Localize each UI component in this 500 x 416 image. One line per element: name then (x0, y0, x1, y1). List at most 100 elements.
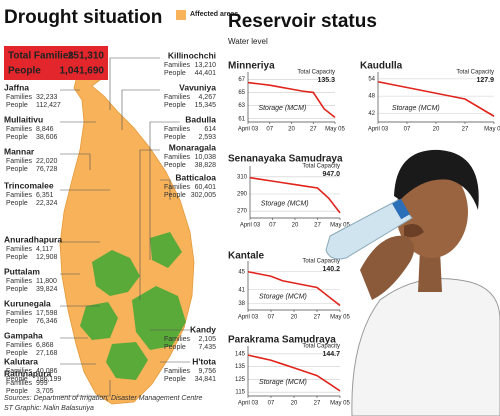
district-row-value: 22,020 (36, 158, 58, 165)
capacity-value: 144.7 (322, 351, 340, 358)
totals-label: Total Families (8, 51, 74, 62)
totals-value: 1,041,690 (60, 66, 105, 77)
capacity-value: 947.0 (322, 171, 340, 178)
district-row-value: 4,267 (198, 94, 216, 101)
storage-label: Storage (MCM) (392, 105, 440, 112)
district-row-value: 11,800 (36, 278, 57, 285)
unaffected-area (80, 302, 118, 340)
x-tick-label: 27 (314, 315, 321, 321)
x-tick-label: May 05 (330, 315, 350, 321)
capacity-value: 127.9 (476, 77, 494, 84)
capacity-label: Total Capacity (456, 70, 494, 76)
district-row-value: 76,728 (36, 166, 58, 173)
charts: Minneriya 67 65 63 61 April 03 07 20 27 May 05 Tot… (228, 61, 500, 407)
district-row-label: People (6, 376, 28, 383)
capacity-label: Total Capacity (302, 344, 340, 350)
x-tick-label: 27 (314, 223, 321, 229)
district-name: Kurunegala (4, 298, 51, 308)
left-title: Drought situation (4, 7, 162, 28)
storage-label: Storage (MCM) (258, 105, 306, 112)
x-tick-label: May 05 (325, 127, 345, 133)
district-row-label: People (6, 318, 28, 325)
y-tick-label: 135 (235, 364, 246, 370)
water-level-line (249, 176, 341, 214)
storage-label: Storage (MCM) (259, 293, 307, 300)
x-tick-label: 27 (462, 127, 469, 133)
x-tick-label: 20 (292, 223, 299, 229)
y-tick-label: 63 (238, 103, 245, 109)
district-row-value: 8,846 (36, 126, 54, 133)
district-row-value: 39,824 (36, 286, 58, 293)
district-row-label: People (6, 134, 28, 141)
district-row-label: People (6, 254, 28, 261)
capacity-label: Total Capacity (302, 164, 340, 170)
district-row-value: 7,435 (198, 344, 216, 351)
x-tick-label: 07 (269, 223, 276, 229)
district-row-value: 2,593 (198, 134, 216, 141)
district-row-label: People (6, 350, 28, 357)
y-tick-label: 310 (237, 174, 248, 180)
district-name: Mannar (4, 146, 35, 156)
district-row-value: 34,841 (195, 376, 217, 383)
district-row-label: People (164, 162, 186, 169)
water-level-line (377, 80, 495, 117)
storage-label: Storage (MCM) (259, 379, 307, 386)
district-row-value: 9,756 (198, 368, 216, 375)
x-tick-label: 07 (268, 315, 275, 321)
unaffected-area (92, 250, 140, 296)
y-tick-label: 145 (235, 351, 246, 357)
unaffected-area (106, 342, 148, 380)
district-row-label: Families (6, 158, 33, 165)
district-row-label: Families (164, 154, 191, 161)
y-tick-label: 290 (237, 192, 248, 198)
x-tick-label: 07 (266, 127, 273, 133)
x-tick-label: April 03 (240, 223, 261, 229)
x-tick-label: 20 (291, 401, 298, 407)
district-row-label: Families (6, 246, 33, 253)
district-row-value: 38,828 (195, 162, 217, 169)
x-tick-label: 20 (291, 315, 298, 321)
district-row-label: People (164, 344, 186, 351)
district-row-label: Families (164, 368, 191, 375)
district-row-value: 76,346 (36, 318, 58, 325)
y-tick-label: 42 (368, 111, 375, 117)
district-row-value: 614 (204, 126, 216, 133)
district-name: H'tota (192, 356, 216, 366)
map (59, 57, 195, 405)
chart-title: Minneriya (228, 61, 275, 72)
district-row-label: People (6, 166, 28, 173)
district-row-label: People (164, 102, 186, 109)
legend-swatch (176, 10, 186, 20)
x-tick-label: 20 (433, 127, 440, 133)
x-tick-label: 27 (310, 127, 317, 133)
chart-title: Kaudulla (360, 61, 403, 72)
totals-label: People (8, 66, 41, 77)
district-row-label: Families (6, 310, 33, 317)
district-row-value: 186,199 (36, 376, 61, 383)
water-level-line (247, 81, 336, 119)
district-row-label: People (6, 200, 28, 207)
district-row-label: Families (164, 126, 191, 133)
capacity-label: Total Capacity (297, 70, 335, 76)
district-row-value: 999 (36, 380, 48, 387)
unaffected-area (132, 286, 186, 350)
district-name: Rathnapura (4, 368, 52, 378)
district-row-label: Families (164, 62, 191, 69)
district-name: Monaragala (169, 142, 217, 152)
y-tick-label: 115 (235, 390, 245, 396)
district-name: Kandy (190, 324, 216, 334)
district-row-value: 60,401 (195, 184, 217, 191)
x-tick-label: 07 (268, 401, 275, 407)
district-row-value: 44,401 (195, 70, 217, 77)
chart-title: Kantale (228, 251, 265, 262)
chart-title: Parakrama Samudraya (228, 335, 336, 346)
x-tick-label: April 03 (238, 315, 259, 321)
totals-box (4, 46, 108, 80)
district-row-label: Families (6, 380, 33, 387)
district-row-label: People (6, 388, 28, 395)
y-tick-label: 54 (368, 76, 375, 82)
district-row-label: Families (164, 184, 191, 191)
district-row-value: 40,086 (36, 368, 58, 375)
